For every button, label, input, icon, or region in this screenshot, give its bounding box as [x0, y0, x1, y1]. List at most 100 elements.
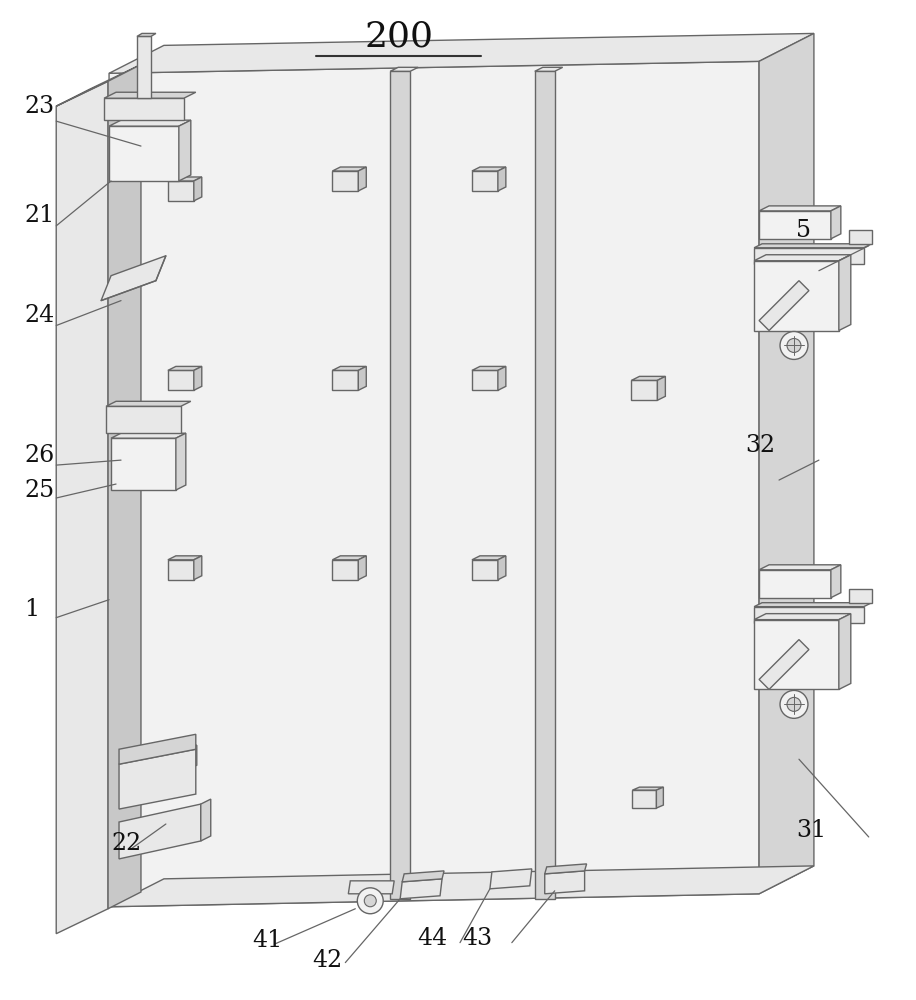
- Polygon shape: [754, 244, 872, 248]
- Polygon shape: [754, 620, 839, 689]
- Polygon shape: [754, 603, 872, 607]
- Polygon shape: [831, 565, 841, 598]
- Polygon shape: [176, 433, 186, 490]
- Polygon shape: [163, 745, 197, 749]
- Polygon shape: [472, 171, 498, 191]
- Polygon shape: [839, 255, 851, 331]
- Polygon shape: [333, 370, 358, 390]
- Polygon shape: [754, 255, 851, 261]
- Polygon shape: [137, 36, 151, 98]
- Polygon shape: [631, 380, 658, 400]
- Text: 43: 43: [463, 927, 493, 950]
- Polygon shape: [168, 181, 194, 201]
- Polygon shape: [109, 33, 814, 73]
- Polygon shape: [111, 438, 176, 490]
- Text: 26: 26: [24, 444, 54, 467]
- Polygon shape: [759, 281, 809, 331]
- Polygon shape: [109, 126, 179, 181]
- Polygon shape: [179, 120, 191, 181]
- Text: 32: 32: [746, 434, 776, 457]
- Polygon shape: [839, 614, 851, 689]
- Polygon shape: [490, 869, 532, 889]
- Polygon shape: [498, 366, 506, 390]
- Polygon shape: [831, 206, 841, 239]
- Polygon shape: [472, 167, 506, 171]
- Circle shape: [780, 332, 808, 359]
- Polygon shape: [849, 230, 872, 244]
- Polygon shape: [631, 376, 665, 380]
- Polygon shape: [358, 556, 366, 580]
- Polygon shape: [759, 211, 831, 239]
- Polygon shape: [168, 177, 202, 181]
- Text: 41: 41: [253, 929, 283, 952]
- Circle shape: [365, 895, 376, 907]
- Polygon shape: [402, 871, 444, 882]
- Polygon shape: [168, 560, 194, 580]
- Polygon shape: [849, 589, 872, 603]
- Polygon shape: [754, 248, 864, 264]
- Polygon shape: [106, 401, 191, 406]
- Polygon shape: [759, 33, 814, 894]
- Polygon shape: [109, 61, 759, 907]
- Text: 23: 23: [24, 95, 54, 118]
- Text: 31: 31: [796, 819, 826, 842]
- Polygon shape: [168, 366, 202, 370]
- Polygon shape: [358, 366, 366, 390]
- Polygon shape: [104, 98, 184, 120]
- Polygon shape: [333, 366, 366, 370]
- Polygon shape: [109, 120, 191, 126]
- Circle shape: [787, 338, 801, 352]
- Polygon shape: [106, 406, 180, 433]
- Polygon shape: [333, 167, 366, 171]
- Polygon shape: [400, 879, 442, 899]
- Polygon shape: [109, 866, 814, 907]
- Polygon shape: [535, 67, 562, 71]
- Polygon shape: [632, 787, 663, 790]
- Circle shape: [357, 888, 383, 914]
- Polygon shape: [545, 864, 586, 874]
- Polygon shape: [472, 370, 498, 390]
- Text: 22: 22: [111, 832, 141, 855]
- Polygon shape: [759, 640, 809, 689]
- Polygon shape: [189, 745, 197, 769]
- Polygon shape: [754, 614, 851, 620]
- Polygon shape: [632, 790, 657, 808]
- Polygon shape: [545, 871, 584, 894]
- Polygon shape: [333, 560, 358, 580]
- Polygon shape: [333, 556, 366, 560]
- Polygon shape: [108, 65, 141, 909]
- Text: 21: 21: [24, 204, 54, 227]
- Polygon shape: [472, 366, 506, 370]
- Polygon shape: [759, 570, 831, 598]
- Polygon shape: [759, 206, 841, 211]
- Polygon shape: [119, 734, 196, 764]
- Polygon shape: [498, 167, 506, 191]
- Polygon shape: [498, 556, 506, 580]
- Text: 25: 25: [24, 479, 54, 502]
- Polygon shape: [56, 65, 141, 106]
- Polygon shape: [658, 376, 665, 400]
- Polygon shape: [194, 366, 202, 390]
- Circle shape: [780, 690, 808, 718]
- Polygon shape: [759, 565, 841, 570]
- Polygon shape: [472, 556, 506, 560]
- Polygon shape: [101, 256, 166, 301]
- Polygon shape: [168, 556, 202, 560]
- Text: 200: 200: [365, 19, 433, 53]
- Polygon shape: [137, 33, 156, 36]
- Polygon shape: [119, 749, 196, 809]
- Polygon shape: [194, 556, 202, 580]
- Text: 1: 1: [24, 598, 39, 621]
- Text: 5: 5: [796, 219, 811, 242]
- Polygon shape: [754, 261, 839, 331]
- Polygon shape: [358, 167, 366, 191]
- Polygon shape: [194, 177, 202, 201]
- Polygon shape: [535, 71, 555, 899]
- Polygon shape: [390, 71, 410, 899]
- Polygon shape: [56, 81, 108, 934]
- Polygon shape: [119, 804, 201, 859]
- Polygon shape: [657, 787, 663, 808]
- Polygon shape: [390, 67, 418, 71]
- Text: 42: 42: [311, 949, 343, 972]
- Polygon shape: [168, 370, 194, 390]
